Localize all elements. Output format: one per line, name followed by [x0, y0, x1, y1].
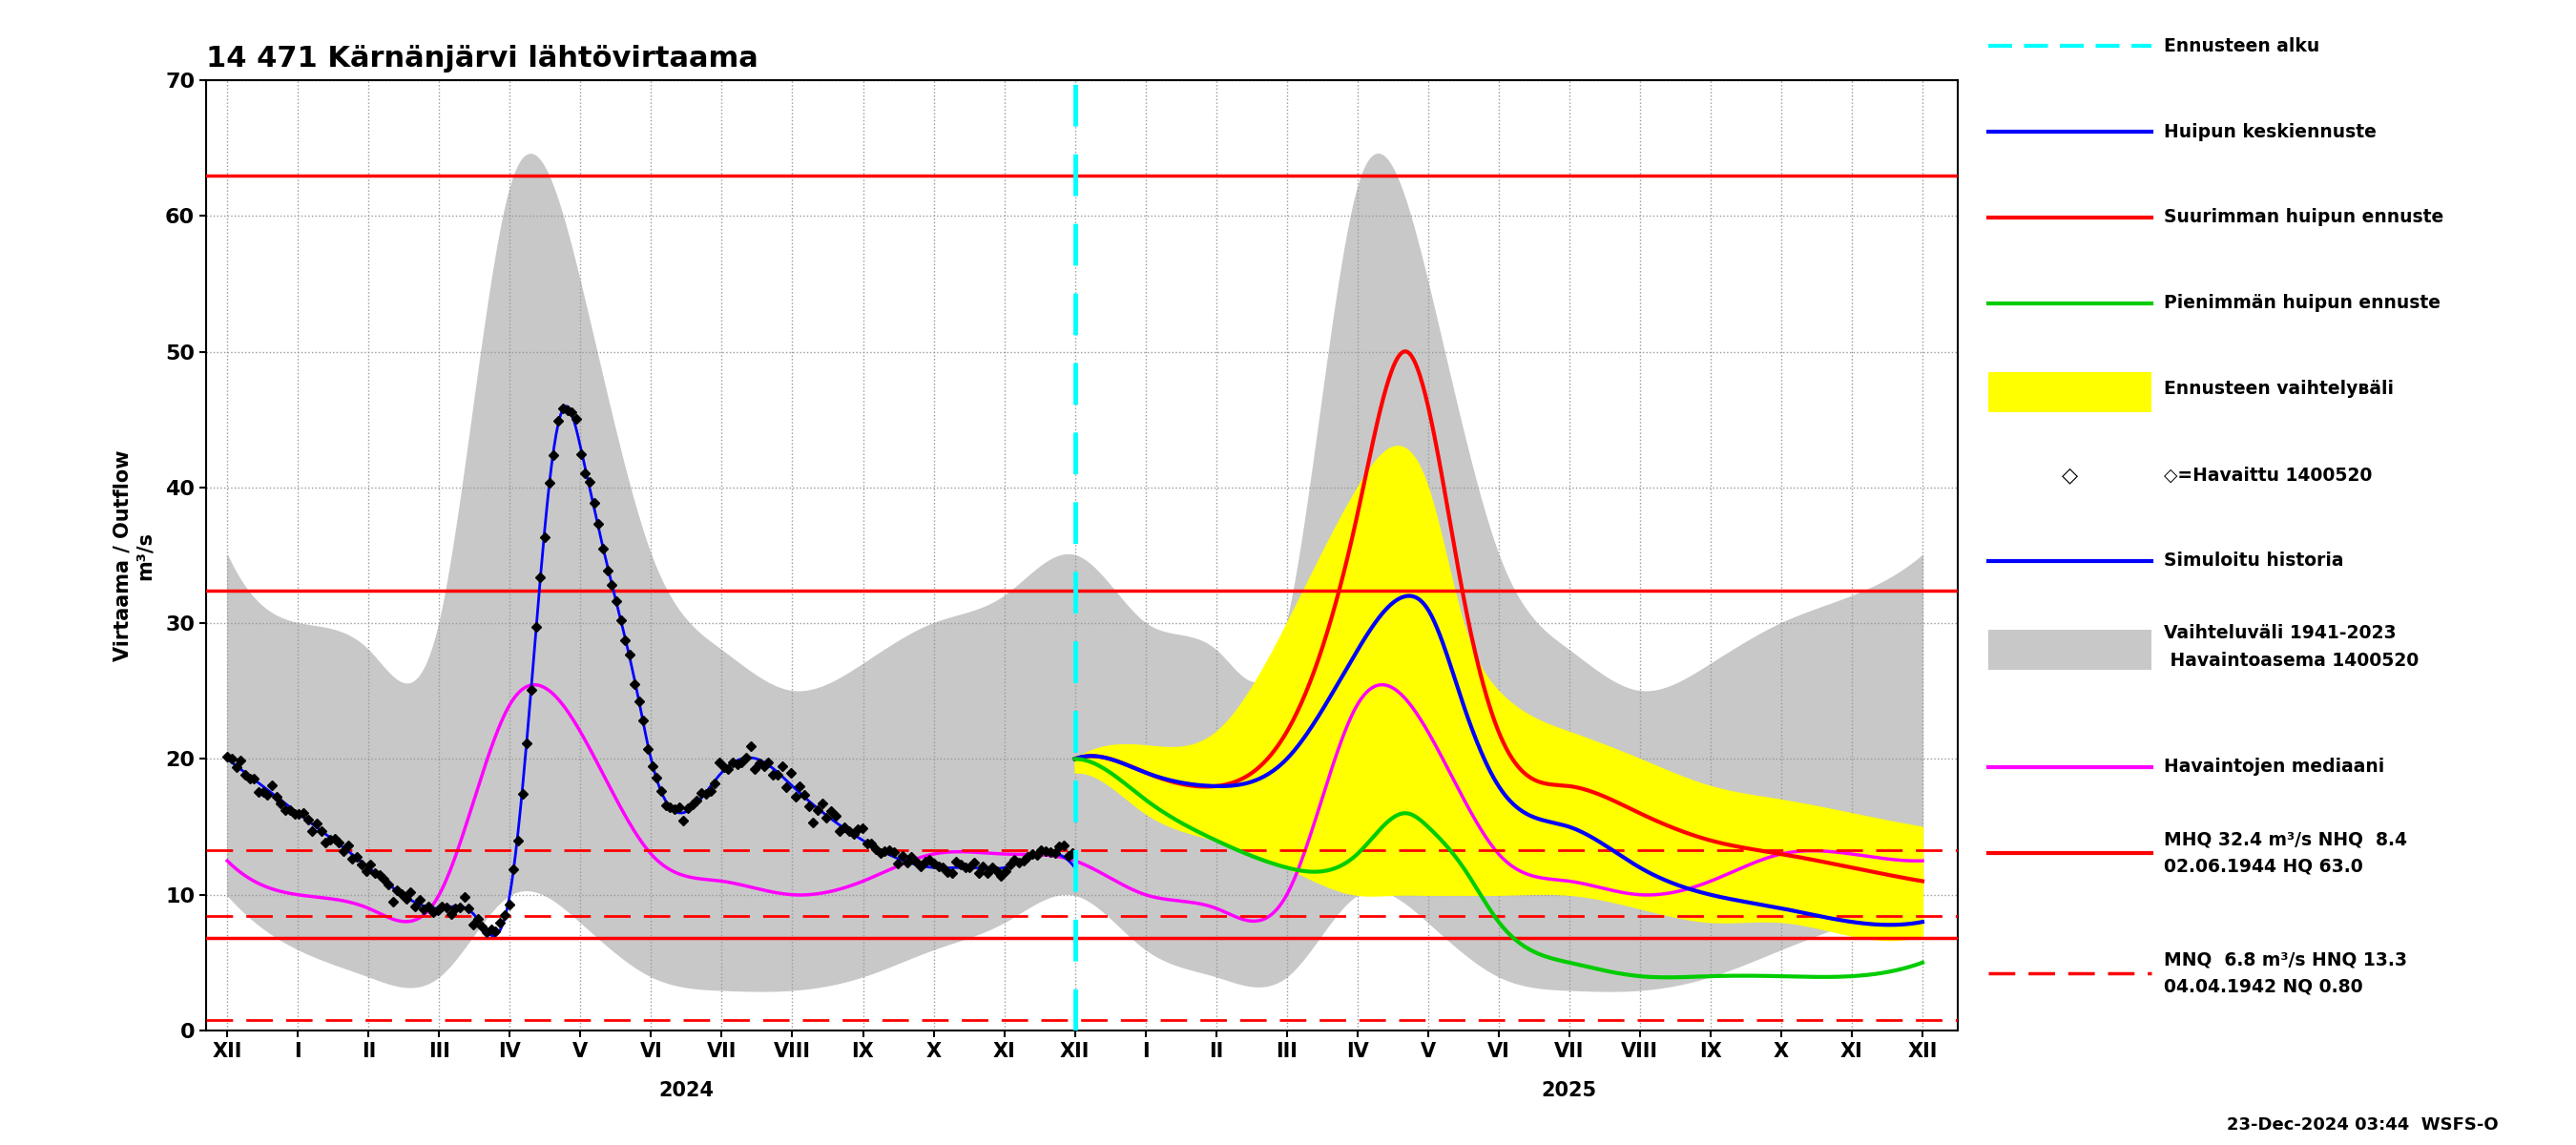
Text: Vaihteluväli 1941-2023: Vaihteluväli 1941-2023: [2164, 624, 2396, 642]
Text: ◇: ◇: [2061, 466, 2079, 484]
Text: 14 471 Kärnänjärvi lähtövirtaama: 14 471 Kärnänjärvi lähtövirtaama: [206, 45, 757, 72]
Text: Huipun keskiennuste: Huipun keskiennuste: [2164, 123, 2378, 141]
Text: 2025: 2025: [1540, 1081, 1597, 1100]
Text: 04.04.1942 NQ 0.80: 04.04.1942 NQ 0.80: [2164, 978, 2362, 996]
Text: Ennusteen vaihtelувäli: Ennusteen vaihtelувäli: [2164, 380, 2393, 398]
Text: Simuloitu historia: Simuloitu historia: [2164, 552, 2344, 570]
Text: MHQ 32.4 m³/s NHQ  8.4: MHQ 32.4 m³/s NHQ 8.4: [2164, 830, 2406, 848]
Text: ◇=Havaittu 1400520: ◇=Havaittu 1400520: [2164, 466, 2372, 484]
Text: 02.06.1944 HQ 63.0: 02.06.1944 HQ 63.0: [2164, 858, 2362, 876]
Text: Pienimmän huipun ennuste: Pienimmän huipun ennuste: [2164, 294, 2439, 313]
Text: 2024: 2024: [659, 1081, 714, 1100]
Y-axis label: Virtaama / Outflow
m³/s: Virtaama / Outflow m³/s: [113, 450, 155, 661]
Text: Ennusteen alku: Ennusteen alku: [2164, 37, 2318, 55]
Text: Havaintoasema 1400520: Havaintoasema 1400520: [2164, 652, 2419, 670]
Text: 23-Dec-2024 03:44  WSFS-O: 23-Dec-2024 03:44 WSFS-O: [2228, 1116, 2499, 1134]
Text: MNQ  6.8 m³/s HNQ 13.3: MNQ 6.8 m³/s HNQ 13.3: [2164, 950, 2406, 969]
Text: Havaintojen mediaani: Havaintojen mediaani: [2164, 758, 2385, 776]
Text: Suurimman huipun ennuste: Suurimman huipun ennuste: [2164, 208, 2445, 227]
